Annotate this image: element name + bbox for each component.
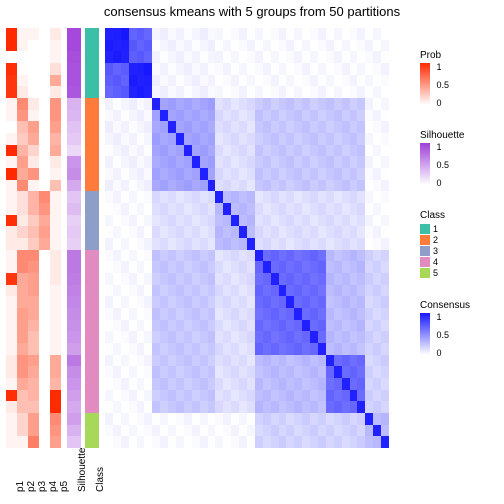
col-label-p4: p4 [48, 481, 59, 492]
col-label-p5: p5 [59, 481, 70, 492]
legend-silhouette: Silhouette 10.50 [420, 130, 500, 185]
legend-prob-title: Prob [420, 50, 500, 61]
class-swatch-2: 2 [420, 234, 500, 245]
legend-sil-title: Silhouette [420, 130, 500, 141]
class-column [85, 28, 99, 448]
plot-title: consensus kmeans with 5 groups from 50 p… [0, 4, 504, 19]
silhouette-column [67, 28, 81, 448]
column-labels: p1p2p3p4p5SilhouetteClass [6, 452, 406, 502]
prob-gradient [420, 63, 430, 105]
legend-class-title: Class [420, 210, 500, 221]
col-label-p2: p2 [26, 481, 37, 492]
sil-gradient [420, 143, 430, 185]
col-label-class: Class [95, 467, 106, 492]
legend-class: Class 12345 [420, 210, 500, 278]
p5-column [50, 28, 61, 448]
legend-prob: Prob 10.50 [420, 50, 500, 105]
legend-cons-title: Consensus [420, 300, 500, 311]
col-label-p1: p1 [15, 481, 26, 492]
legend-consensus: Consensus 10.50 [420, 300, 500, 355]
class-swatch-5: 5 [420, 267, 500, 278]
class-swatch-4: 4 [420, 256, 500, 267]
p4-column [39, 28, 50, 448]
consensus-gradient [420, 313, 430, 355]
plot-area [6, 28, 406, 448]
consensus-ticks: 10.50 [434, 313, 464, 355]
class-swatch-1: 1 [420, 223, 500, 234]
p1-column [6, 28, 17, 448]
p3-column [28, 28, 39, 448]
class-swatch-3: 3 [420, 245, 500, 256]
consensus-heatmap [105, 28, 389, 448]
sil-ticks: 10.50 [434, 143, 464, 185]
p2-column [17, 28, 28, 448]
prob-ticks: 10.50 [434, 63, 464, 105]
col-label-silhouette: Silhouette [77, 448, 88, 492]
col-label-p3: p3 [37, 481, 48, 492]
